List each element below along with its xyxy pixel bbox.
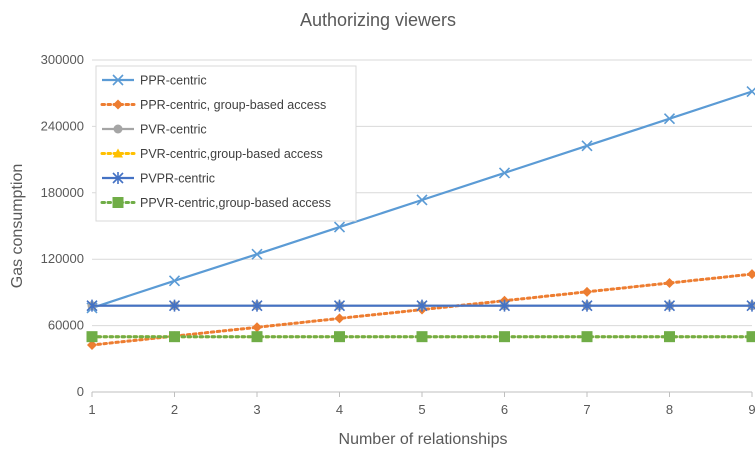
data-point-marker [416, 194, 428, 206]
chart-title: Authorizing viewers [300, 10, 456, 30]
data-point-marker [581, 299, 593, 312]
data-point-marker [664, 277, 675, 288]
legend-box [95, 65, 357, 222]
series-5 [86, 299, 755, 312]
x-axis-title: Number of relationships [339, 431, 508, 448]
series-6 [86, 331, 755, 343]
data-point-marker [87, 339, 97, 350]
legend-label: PPVR-centric,group-based access [140, 196, 331, 210]
legend-label: PVPR-centric [140, 172, 215, 186]
data-point-marker [113, 148, 123, 158]
data-point-marker [333, 221, 346, 233]
data-point-marker [169, 331, 180, 343]
data-point-marker [416, 299, 428, 312]
x-tick-label: 9 [748, 402, 755, 417]
y-tick-label: 60000 [48, 318, 84, 333]
series-group [86, 85, 755, 350]
data-point-marker [251, 299, 263, 312]
x-tick-label: 7 [583, 402, 590, 417]
data-point-marker [498, 299, 511, 312]
legend-item: PVR-centric,group-based access [100, 147, 323, 161]
data-point-marker [113, 124, 123, 134]
data-point-marker [86, 299, 98, 312]
y-tick-label: 0 [77, 384, 84, 399]
data-point-marker [334, 313, 345, 324]
data-point-marker [747, 269, 755, 280]
x-tick-label: 3 [253, 402, 260, 417]
y-tick-label: 300000 [41, 52, 84, 67]
x-tick-label: 4 [336, 402, 343, 417]
legend-item: PVPR-centric [102, 172, 215, 186]
x-tick-label: 5 [418, 402, 425, 417]
data-point-marker [334, 331, 345, 343]
legend-label: PVR-centric [140, 123, 207, 137]
legend: PPR-centric PPR-centric, group-based acce… [95, 65, 357, 222]
data-point-marker [168, 275, 181, 287]
data-point-marker [663, 299, 676, 312]
data-point-marker [112, 74, 124, 86]
legend-item: PPVR-centric,group-based access [100, 196, 331, 210]
data-point-marker [252, 322, 262, 333]
x-tick-label: 8 [666, 402, 673, 417]
x-tick-label: 1 [88, 402, 95, 417]
data-point-marker [251, 248, 263, 260]
data-point-marker [498, 167, 511, 179]
legend-item: PPR-centric, group-based access [100, 98, 326, 112]
data-point-marker [581, 140, 593, 152]
data-point-marker [746, 85, 755, 98]
legend-item: PVR-centric [102, 123, 207, 137]
data-point-marker [581, 331, 593, 343]
x-tick-label: 6 [501, 402, 508, 417]
y-tick-label: 120000 [41, 251, 84, 266]
axes: 0 60000 120000 180000 240000 300000 1 2 3 4 5 6 7 8 9 [41, 52, 755, 417]
data-point-marker [168, 299, 181, 312]
data-point-marker [663, 113, 676, 125]
legend-label: PVR-centric,group-based access [140, 147, 323, 161]
y-tick-label: 240000 [41, 118, 84, 133]
data-point-marker [746, 331, 755, 343]
data-point-marker [499, 331, 510, 343]
data-point-marker [112, 172, 124, 184]
data-point-marker [416, 331, 428, 343]
legend-label: PPR-centric, group-based access [140, 98, 326, 112]
legend-label: PPR-centric [140, 74, 207, 88]
data-point-marker [251, 331, 263, 343]
data-point-marker [333, 299, 346, 312]
data-point-marker [664, 331, 675, 343]
legend-item: PPR-centric [102, 74, 207, 88]
y-axis-title: Gas consumption [9, 164, 26, 289]
series-1 [86, 85, 755, 314]
x-tick-label: 2 [171, 402, 178, 417]
data-point-marker [582, 286, 592, 297]
data-point-marker [113, 99, 123, 110]
y-tick-label: 180000 [41, 185, 84, 200]
data-point-marker [112, 197, 124, 208]
data-point-marker [86, 331, 98, 343]
data-point-marker [746, 299, 755, 312]
